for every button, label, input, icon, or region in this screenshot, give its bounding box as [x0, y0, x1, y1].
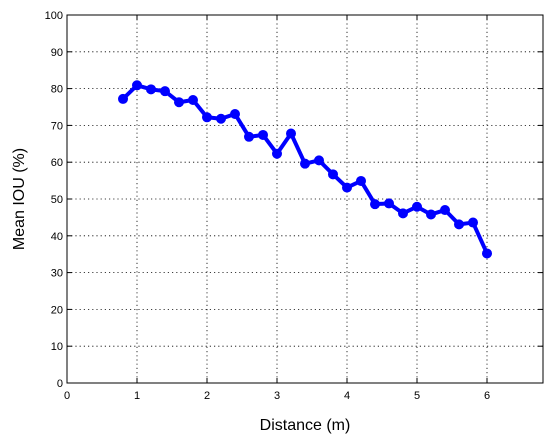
y-tick-label: 100: [45, 10, 63, 22]
data-point: [132, 80, 142, 91]
data-point: [314, 155, 324, 166]
data-point: [412, 201, 422, 212]
data-point: [230, 108, 240, 119]
data-point: [482, 248, 492, 259]
data-point: [398, 208, 408, 219]
x-tick-label: 0: [64, 390, 70, 402]
data-point: [272, 148, 282, 159]
data-point: [328, 169, 338, 180]
x-tick-label: 6: [484, 390, 490, 402]
data-point: [216, 113, 226, 124]
data-point: [160, 86, 170, 97]
data-point: [426, 209, 436, 220]
x-tick-labels: 0 1 2 3 4 5 6: [64, 390, 490, 402]
x-tick-label: 4: [344, 390, 350, 402]
data-point: [146, 84, 156, 95]
y-tick-label: 70: [51, 120, 63, 132]
x-tick-label: 3: [274, 390, 280, 402]
y-tick-label: 10: [51, 341, 63, 353]
data-point: [300, 158, 310, 169]
y-tick-label: 30: [51, 268, 63, 280]
data-point: [356, 175, 366, 186]
data-point: [468, 217, 478, 228]
y-axis-label: Mean IOU (%): [11, 148, 28, 250]
data-point: [118, 93, 128, 104]
data-point: [384, 198, 394, 209]
tick-marks: [66, 14, 543, 384]
y-tick-label: 0: [57, 378, 63, 390]
data-point: [454, 219, 464, 230]
data-point: [286, 128, 296, 139]
data-point: [244, 131, 254, 142]
y-tick-label: 90: [51, 47, 63, 59]
y-tick-label: 40: [51, 231, 63, 243]
y-tick-label: 60: [51, 157, 63, 169]
data-point: [174, 97, 184, 108]
y-tick-labels: 0 10 20 30 40 50 60 70 80 90 100: [45, 10, 63, 390]
data-point: [202, 112, 212, 123]
x-tick-label: 1: [134, 390, 140, 402]
data-point: [440, 205, 450, 216]
data-point: [188, 95, 198, 106]
y-tick-label: 20: [51, 304, 63, 316]
y-tick-label: 80: [51, 84, 63, 96]
series-group: [118, 80, 492, 259]
data-point: [370, 199, 380, 210]
x-tick-label: 5: [414, 390, 420, 402]
y-tick-label: 50: [51, 194, 63, 206]
x-axis-label: Distance (m): [260, 417, 351, 434]
data-point: [258, 129, 268, 140]
gridlines: [67, 15, 543, 383]
x-tick-label: 2: [204, 390, 210, 402]
data-point: [342, 182, 352, 193]
series-line: [121, 83, 489, 256]
